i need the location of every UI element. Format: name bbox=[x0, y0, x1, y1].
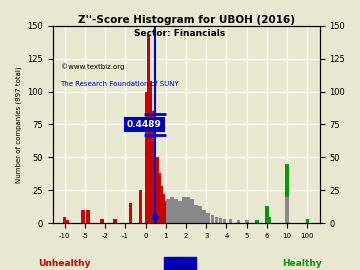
Text: Healthy: Healthy bbox=[283, 259, 322, 268]
Text: Sector: Financials: Sector: Financials bbox=[134, 29, 226, 38]
Bar bbox=[190, 200, 194, 223]
Text: The Research Foundation of SUNY: The Research Foundation of SUNY bbox=[60, 81, 179, 87]
Bar bbox=[267, 217, 271, 223]
Bar bbox=[206, 212, 210, 223]
Bar bbox=[100, 219, 104, 223]
Bar bbox=[194, 205, 198, 223]
Bar bbox=[255, 220, 258, 223]
Bar bbox=[65, 220, 68, 223]
Bar bbox=[222, 219, 226, 223]
Bar bbox=[202, 210, 206, 223]
Bar bbox=[81, 210, 85, 223]
Bar bbox=[163, 201, 167, 223]
Text: Unhealthy: Unhealthy bbox=[39, 259, 91, 268]
Bar bbox=[186, 197, 190, 223]
Bar bbox=[229, 219, 232, 223]
Bar bbox=[129, 203, 132, 223]
Bar bbox=[211, 215, 214, 223]
Bar bbox=[86, 210, 90, 223]
Bar bbox=[113, 219, 117, 223]
Text: Score: Score bbox=[166, 259, 194, 268]
Bar bbox=[63, 217, 67, 223]
Bar bbox=[215, 217, 218, 223]
Bar bbox=[166, 200, 170, 223]
Bar bbox=[198, 206, 202, 223]
Text: 0.4489: 0.4489 bbox=[127, 120, 162, 129]
Bar bbox=[245, 220, 248, 223]
Bar bbox=[237, 220, 240, 223]
Bar bbox=[155, 157, 158, 223]
Bar bbox=[219, 218, 222, 223]
Bar bbox=[139, 190, 142, 223]
Bar bbox=[153, 131, 157, 223]
Y-axis label: Number of companies (997 total): Number of companies (997 total) bbox=[15, 66, 22, 183]
Bar bbox=[149, 81, 152, 223]
Bar bbox=[178, 201, 182, 223]
Bar bbox=[161, 194, 165, 223]
Bar bbox=[306, 219, 309, 223]
Bar bbox=[182, 197, 186, 223]
Bar bbox=[170, 197, 174, 223]
Bar bbox=[147, 35, 150, 223]
Bar bbox=[159, 186, 163, 223]
Bar bbox=[145, 92, 148, 223]
Bar bbox=[285, 164, 289, 223]
Bar bbox=[265, 206, 269, 223]
Bar bbox=[285, 197, 289, 223]
Bar bbox=[157, 173, 161, 223]
Title: Z''-Score Histogram for UBOH (2016): Z''-Score Histogram for UBOH (2016) bbox=[77, 15, 294, 25]
Text: ©www.textbiz.org: ©www.textbiz.org bbox=[60, 63, 124, 70]
Bar bbox=[151, 111, 154, 223]
Bar bbox=[174, 200, 178, 223]
